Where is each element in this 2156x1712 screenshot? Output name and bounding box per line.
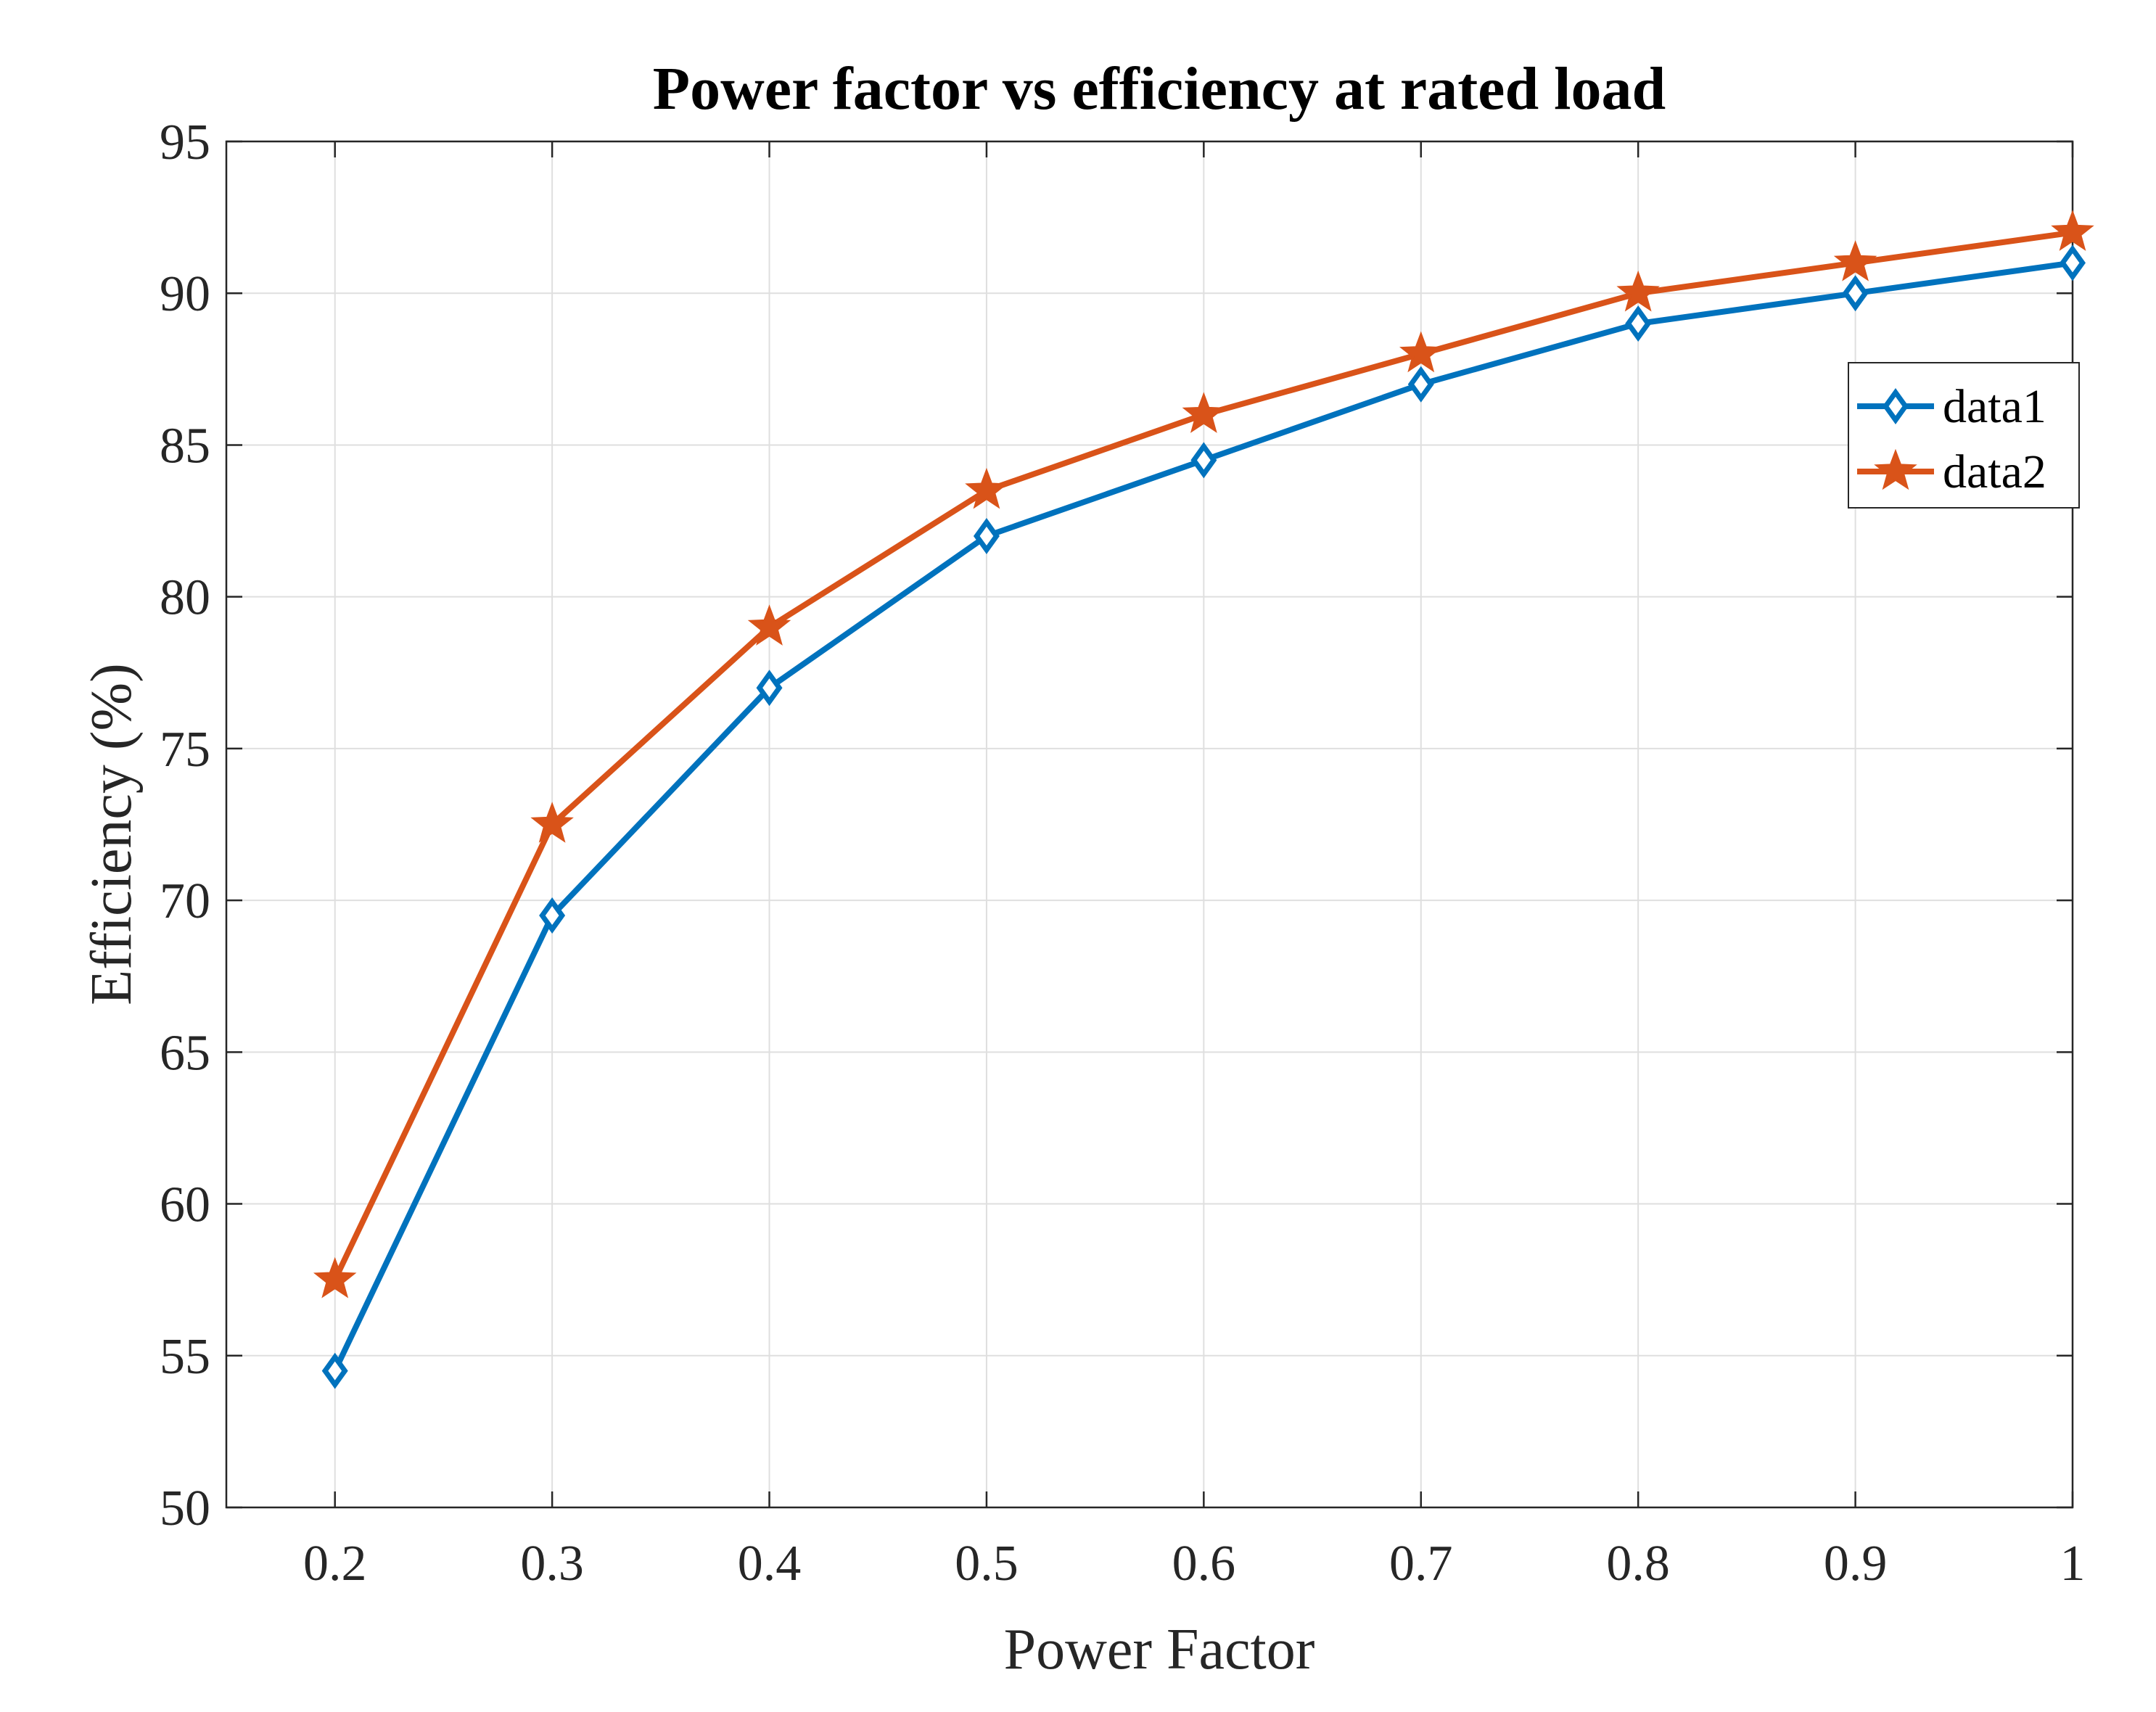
chart-title: Power factor vs efficiency at rated load: [653, 55, 1666, 123]
y-axis-label: Efficiency (%): [80, 663, 144, 1005]
y-tick-label: 55: [160, 1329, 210, 1385]
x-tick-label: 0.8: [1606, 1536, 1670, 1592]
x-tick-label: 0.9: [1824, 1536, 1888, 1592]
legend-label-data2: data2: [1943, 445, 2046, 498]
data-point-data1: [973, 517, 1000, 554]
y-tick-label: 75: [160, 722, 210, 778]
y-tick-label: 50: [160, 1481, 210, 1536]
x-tick-label: 0.6: [1172, 1536, 1236, 1592]
data-point-data2: [530, 802, 574, 843]
series-markers: [313, 210, 2094, 1389]
y-tick-label: 80: [160, 570, 210, 626]
legend-label-data1: data1: [1943, 380, 2046, 433]
data-point-data2: [2051, 210, 2094, 251]
y-tick-label: 90: [160, 266, 210, 322]
data-point-data2: [1616, 270, 1660, 312]
legend: data1 data2: [1848, 362, 2080, 509]
x-tick-label: 0.3: [520, 1536, 584, 1592]
data-point-data1: [1625, 305, 1652, 342]
data-point-data1: [756, 670, 783, 707]
legend-items: [1857, 388, 1934, 490]
axes: [225, 140, 2074, 1509]
x-tick-label: 0.7: [1389, 1536, 1453, 1592]
legend-marker-data1: [1883, 388, 1909, 424]
plot-frame: [225, 140, 2074, 1509]
legend-marker-data2: [1874, 448, 1917, 490]
data-point-data1: [539, 897, 566, 934]
data-point-data2: [1833, 240, 1877, 281]
data-point-data2: [747, 604, 791, 646]
data-point-data2: [965, 467, 1008, 509]
x-tick-label: 1: [2060, 1536, 2086, 1592]
data-point-data1: [321, 1352, 348, 1389]
data-point-data2: [313, 1256, 357, 1299]
x-tick-label: 0.2: [303, 1536, 367, 1592]
x-tick-label: 0.5: [955, 1536, 1019, 1592]
data-point-data2: [1399, 331, 1443, 373]
data-point-data1: [2060, 244, 2086, 281]
y-tick-label: 60: [160, 1177, 210, 1233]
y-tick-label: 95: [160, 115, 210, 170]
y-tick-label: 85: [160, 418, 210, 474]
x-tick-label: 0.4: [738, 1536, 802, 1592]
data-point-data1: [1190, 442, 1217, 479]
y-tick-label: 70: [160, 873, 210, 929]
tick-labels: 0.2 0.3 0.4 0.5 0.6 0.7 0.8 0.9 1 50 55 60 65 70 75 80 8…: [160, 115, 2086, 1592]
y-tick-label: 65: [160, 1025, 210, 1081]
data-point-data2: [1182, 392, 1226, 433]
x-axis-label: Power Factor: [1004, 1618, 1315, 1682]
data-point-data1: [1842, 275, 1869, 312]
data-point-data1: [1407, 366, 1434, 403]
